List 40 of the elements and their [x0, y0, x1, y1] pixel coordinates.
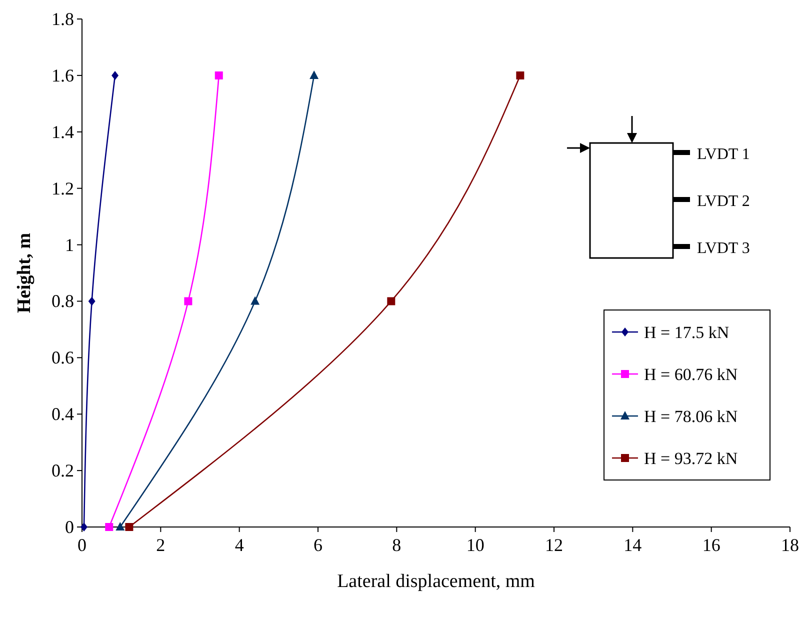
- x-axis-title: Lateral displacement, mm: [337, 571, 536, 592]
- legend-label: H = 78.06 kN: [644, 407, 738, 426]
- y-tick-label: 0.6: [52, 348, 74, 368]
- y-tick-label: 0.8: [52, 291, 74, 312]
- annotation: LVDT 2: [697, 193, 750, 210]
- point: [214, 71, 223, 80]
- x-tick-label: 12: [545, 535, 563, 555]
- point: [250, 296, 260, 305]
- point: [112, 70, 119, 80]
- x-tick-label: 8: [392, 535, 402, 555]
- point: [116, 522, 125, 530]
- x-tick-label: 6: [314, 535, 322, 555]
- y-axis-title: Height, m: [14, 232, 35, 314]
- point: [184, 297, 192, 306]
- y-tick-label: 0: [65, 517, 74, 537]
- legend-label: H = 17.5 kN: [644, 323, 730, 342]
- legend-label: H = 60.76 kN: [644, 365, 738, 384]
- x-tick-label: 4: [234, 535, 244, 555]
- point: [516, 71, 524, 80]
- y-tick-label: 1: [65, 234, 74, 255]
- y-tick-label: 1.2: [52, 178, 74, 198]
- point: [387, 297, 396, 306]
- y-tick-label: 1.8: [52, 9, 74, 29]
- point: [88, 296, 96, 306]
- x-tick-label: 0: [78, 535, 86, 555]
- y-tick-label: 1.4: [52, 122, 74, 142]
- x-tick-label: 10: [466, 535, 484, 555]
- point: [125, 523, 134, 531]
- x-tick-label: 16: [702, 535, 720, 555]
- annotation: LVDT 1: [697, 146, 750, 163]
- y-tick-label: 0.2: [52, 460, 74, 481]
- y-tick-label: 1.6: [52, 65, 74, 86]
- legend-label: H = 93.72 kN: [644, 449, 738, 468]
- point: [310, 70, 319, 79]
- annotation: LVDT 3: [697, 240, 750, 257]
- x-tick-label: 2: [156, 535, 166, 555]
- point: [105, 523, 114, 531]
- x-tick-label: 18: [781, 535, 799, 555]
- y-tick-label: 0.4: [52, 404, 74, 424]
- x-tick-label: 14: [624, 535, 642, 555]
